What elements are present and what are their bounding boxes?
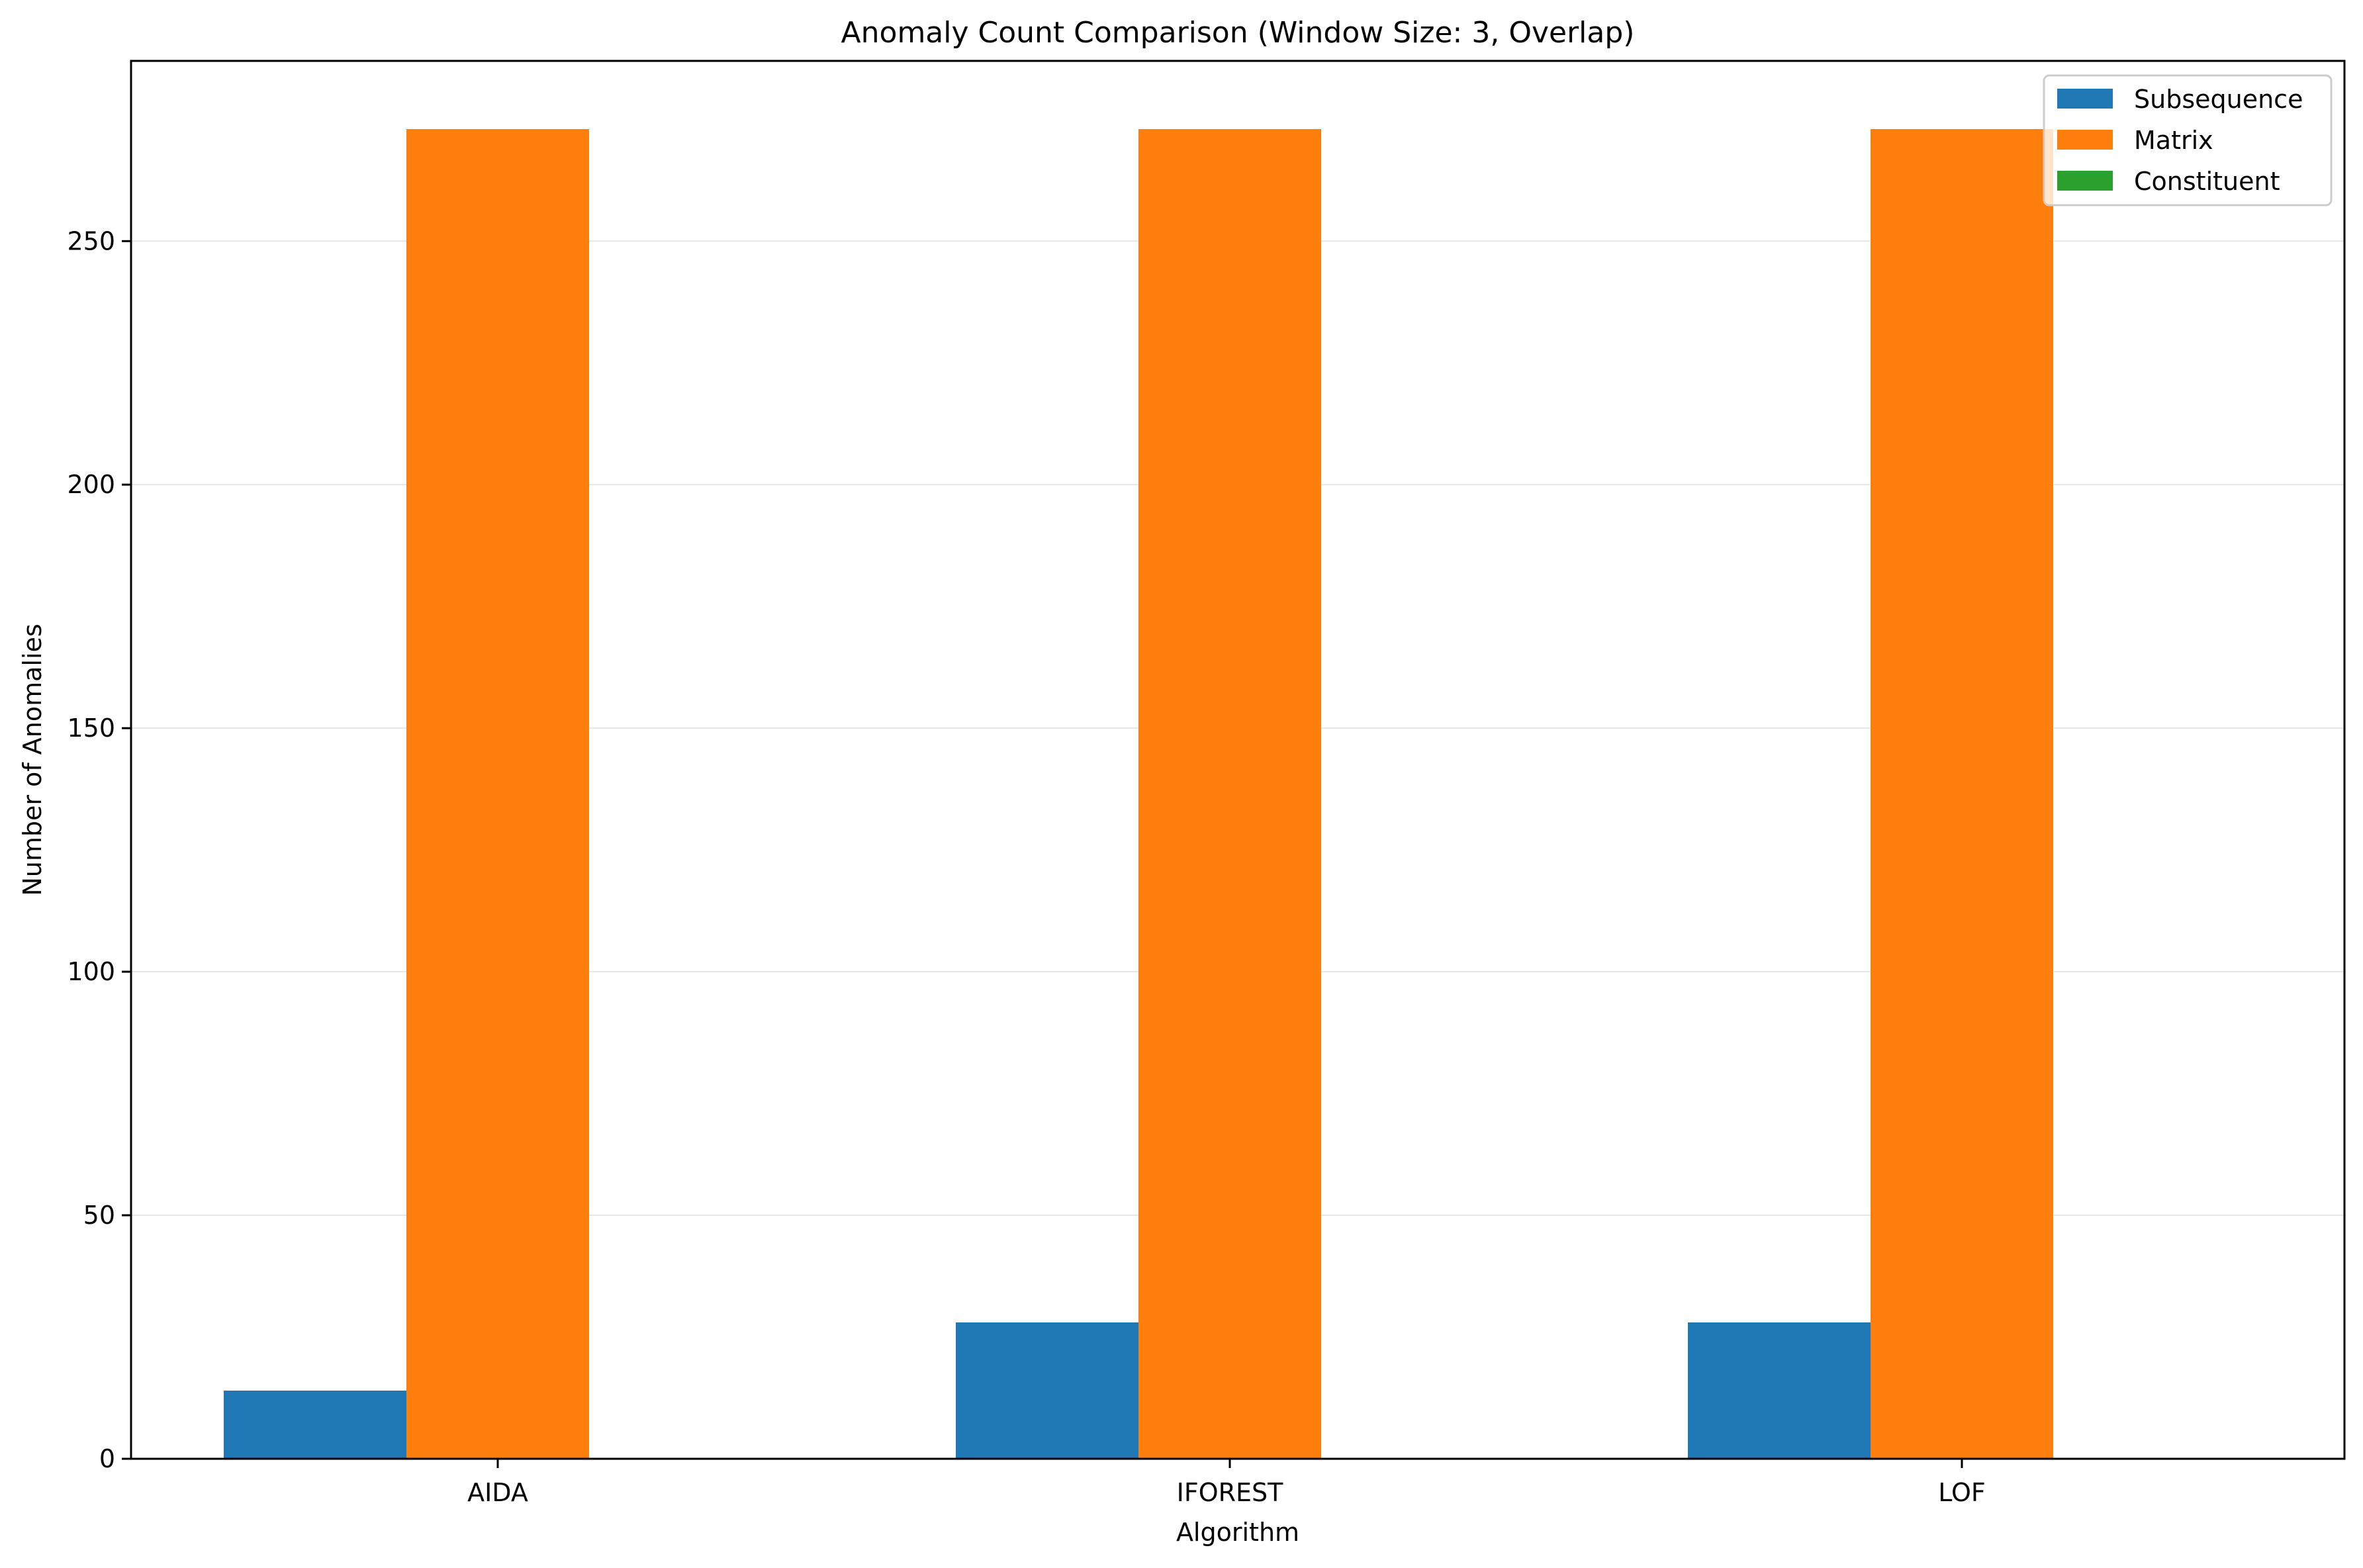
bars <box>224 129 2053 1459</box>
legend-swatch-matrix <box>2057 130 2113 150</box>
x-axis-label: Algorithm <box>1176 1518 1299 1547</box>
y-tick-label: 200 <box>67 470 115 499</box>
legend: Subsequence Matrix Constituent <box>2043 74 2333 207</box>
y-axis-ticks: 0 50 100 150 200 250 <box>67 226 131 1473</box>
bar-subsequence-lof <box>1688 1322 1871 1459</box>
x-tick-label: AIDA <box>467 1478 528 1507</box>
bar-subsequence-aida <box>224 1390 406 1459</box>
legend-frame <box>2043 74 2333 207</box>
y-tick-label: 0 <box>99 1444 115 1473</box>
chart-title: Anomaly Count Comparison (Window Size: 3… <box>841 16 1635 50</box>
y-tick-label: 100 <box>67 957 115 986</box>
legend-swatch-subsequence <box>2057 89 2113 109</box>
y-tick-label: 250 <box>67 226 115 255</box>
bar-matrix-iforest <box>1138 129 1321 1459</box>
legend-label-matrix: Matrix <box>2134 126 2213 155</box>
legend-label-constituent: Constituent <box>2134 167 2280 196</box>
legend-label-subsequence: Subsequence <box>2134 85 2303 114</box>
x-tick-label: LOF <box>1938 1478 1986 1507</box>
bar-matrix-aida <box>406 129 589 1459</box>
y-tick-label: 150 <box>67 714 115 743</box>
legend-swatch-constituent <box>2057 171 2113 191</box>
plot-frame <box>130 60 2346 1460</box>
bar-subsequence-iforest <box>956 1322 1138 1459</box>
y-tick-label: 50 <box>83 1201 115 1230</box>
bar-matrix-lof <box>1871 129 2053 1459</box>
x-axis-ticks: AIDA IFOREST LOF <box>467 1459 1986 1507</box>
x-tick-label: IFOREST <box>1177 1478 1284 1507</box>
y-axis-label: Number of Anomalies <box>18 623 47 896</box>
